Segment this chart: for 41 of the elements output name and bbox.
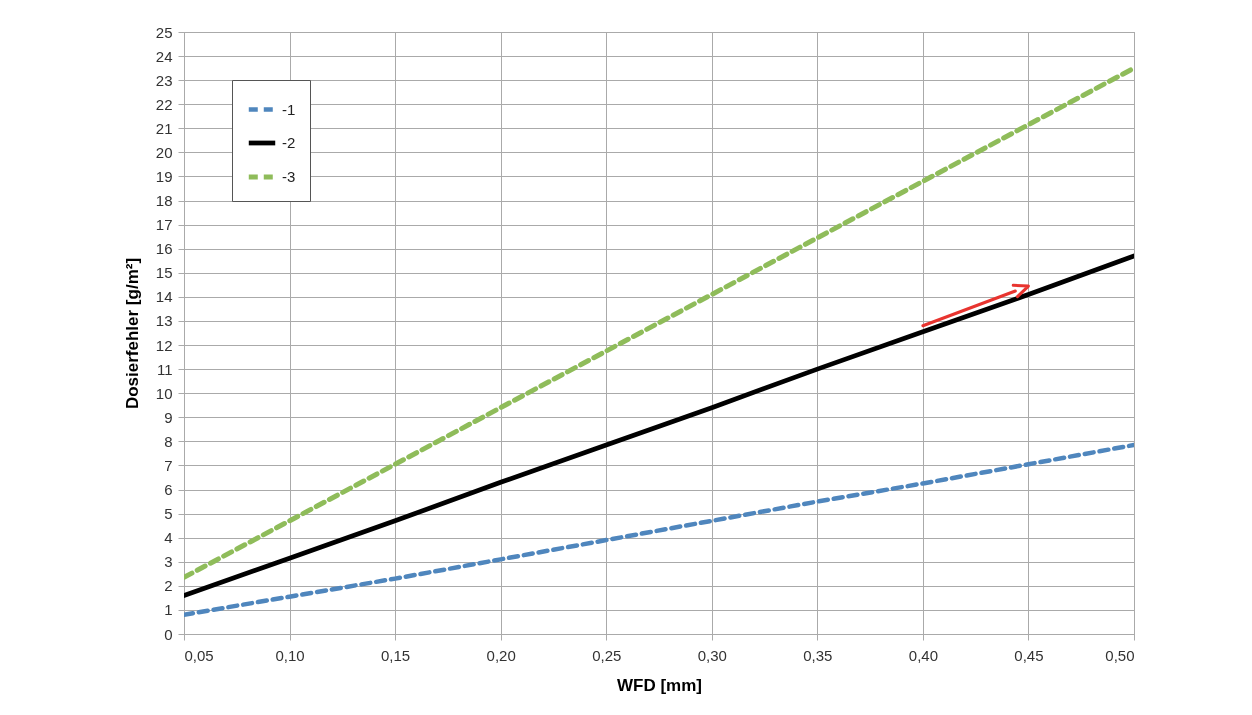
x-axis-title: WFD [mm] [617,675,702,695]
legend-label: -2 [282,134,296,151]
y-tick-label: 6 [164,481,173,499]
y-tick-label: 16 [155,240,173,258]
y-tick-label: 15 [155,264,173,282]
y-tick-label: 10 [155,384,173,402]
x-tick-label: 0,10 [275,646,305,664]
y-tick-label: 9 [164,408,173,426]
y-tick-label: 1 [164,601,173,619]
y-tick-label: 11 [156,360,173,378]
y-tick-label: 19 [155,167,173,185]
x-tick-label: 0,35 [803,646,833,664]
y-tick-label: 3 [164,553,173,571]
x-tick-label: 0,20 [486,646,516,664]
y-tick-label: 22 [155,95,173,113]
y-tick-label: 24 [155,47,173,65]
x-tick-label: 0,15 [381,646,411,664]
x-tick-label: 0,30 [697,646,727,664]
y-tick-label: 23 [155,71,173,89]
y-tick-label: 21 [155,119,173,137]
x-tick-label: 0,45 [1014,646,1044,664]
y-tick-label: 8 [164,432,173,450]
x-tick-label: 0,25 [592,646,622,664]
y-tick-label: 12 [155,336,173,354]
y-tick-label: 17 [155,216,173,234]
y-tick-label: 13 [155,312,173,330]
y-tick-label: 2 [164,577,173,595]
legend-label: -3 [282,168,296,185]
y-tick-label: 5 [164,505,173,523]
y-tick-label: 20 [155,143,173,161]
y-tick-label: 0 [164,625,173,643]
y-tick-label: 4 [164,529,173,547]
y-tick-label: 18 [155,192,173,210]
y-tick-label: 14 [155,288,173,306]
x-tick-label: 0,50 [1105,646,1135,664]
x-tick-label: 0,05 [184,646,214,664]
y-axis-title: Dosierfehler [g/m²] [122,257,142,410]
y-tick-label: 25 [155,23,173,41]
x-tick-label: 0,40 [908,646,938,664]
y-tick-label: 7 [164,456,173,474]
legend-label: -1 [282,100,296,118]
